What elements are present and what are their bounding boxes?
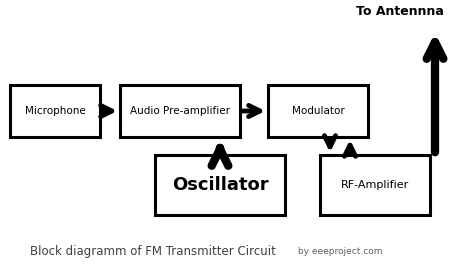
Text: Microphone: Microphone — [25, 106, 85, 116]
Text: Audio Pre-amplifier: Audio Pre-amplifier — [130, 106, 230, 116]
Text: Block diagramm of FM Transmitter Circuit: Block diagramm of FM Transmitter Circuit — [30, 246, 276, 259]
Text: Modulator: Modulator — [292, 106, 345, 116]
FancyBboxPatch shape — [10, 85, 100, 137]
Text: Oscillator: Oscillator — [172, 176, 268, 194]
FancyBboxPatch shape — [120, 85, 240, 137]
FancyBboxPatch shape — [268, 85, 368, 137]
Text: To Antennna: To Antennna — [356, 5, 444, 18]
FancyBboxPatch shape — [320, 155, 430, 215]
Text: by eeeproject.com: by eeeproject.com — [295, 247, 383, 256]
Text: RF-Amplifier: RF-Amplifier — [341, 180, 409, 190]
FancyBboxPatch shape — [155, 155, 285, 215]
